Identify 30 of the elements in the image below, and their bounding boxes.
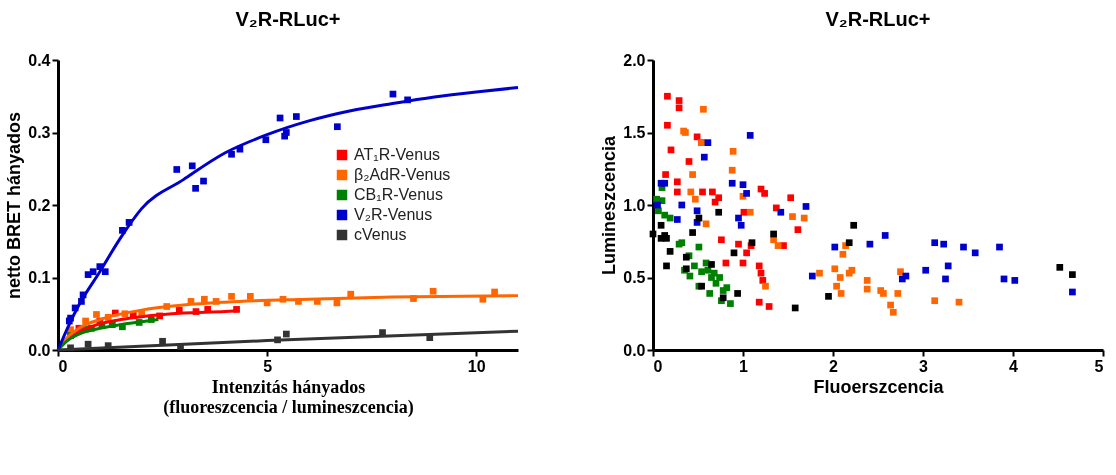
y-tick-label: 2.0 [623,51,646,69]
y-tick-label: 0.3 [28,124,51,141]
x-tick-label: 4 [1009,357,1019,375]
x-axis-title: Fluoerszcencia [813,376,945,397]
legend-label: cVenus [354,226,407,243]
chart-title: V₂R-RLuc+ [825,8,931,30]
legend-label: AT₁R-Venus [354,146,441,163]
y-tick-label: 0.5 [623,269,646,286]
legend-label: V₂R-Venus [354,206,433,223]
y-tick-label: 0.1 [28,269,51,286]
y-tick-label: 0.0 [623,341,646,359]
x-tick-label: 0 [653,357,663,375]
y-tick-label: 0.4 [28,51,51,69]
x-axis-title: Intenzitás hányados (fluoreszcencia / lumineszcencia) [163,376,414,418]
y-axis-title: netto BRET hányados [4,111,25,300]
y-tick-label: 1.0 [623,196,646,214]
y-tick-label: 0.2 [28,196,51,214]
chart-title: V₂R-RLuc+ [235,8,341,30]
legend-label: CB₁R-Venus [354,186,443,203]
y-tick-label: 0.0 [28,341,51,359]
y-axis-title: Lumineszcencia [599,134,620,276]
x-tick-label: 10 [467,357,486,375]
x-tick-label: 3 [919,357,929,375]
x-tick-label: 2 [829,357,839,375]
y-tick-label: 1.5 [623,124,646,141]
x-tick-label: 1 [739,357,749,375]
legend-label: β₂AdR-Venus [354,166,451,183]
x-tick-label: 5 [263,357,273,375]
x-tick-label: 0 [58,357,68,375]
x-tick-label: 5 [1094,357,1104,375]
